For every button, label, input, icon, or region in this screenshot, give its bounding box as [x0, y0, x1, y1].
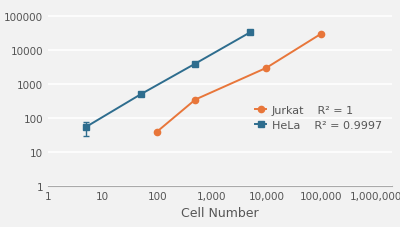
Jurkat: [318, 33, 323, 36]
Line: Jurkat: Jurkat: [154, 32, 324, 135]
Jurkat: [155, 131, 160, 133]
Legend: Jurkat    R² = 1, HeLa    R² = 0.9997: Jurkat R² = 1, HeLa R² = 0.9997: [251, 101, 386, 135]
Jurkat: [264, 67, 269, 70]
Jurkat: [193, 99, 198, 101]
X-axis label: Cell Number: Cell Number: [181, 207, 259, 220]
